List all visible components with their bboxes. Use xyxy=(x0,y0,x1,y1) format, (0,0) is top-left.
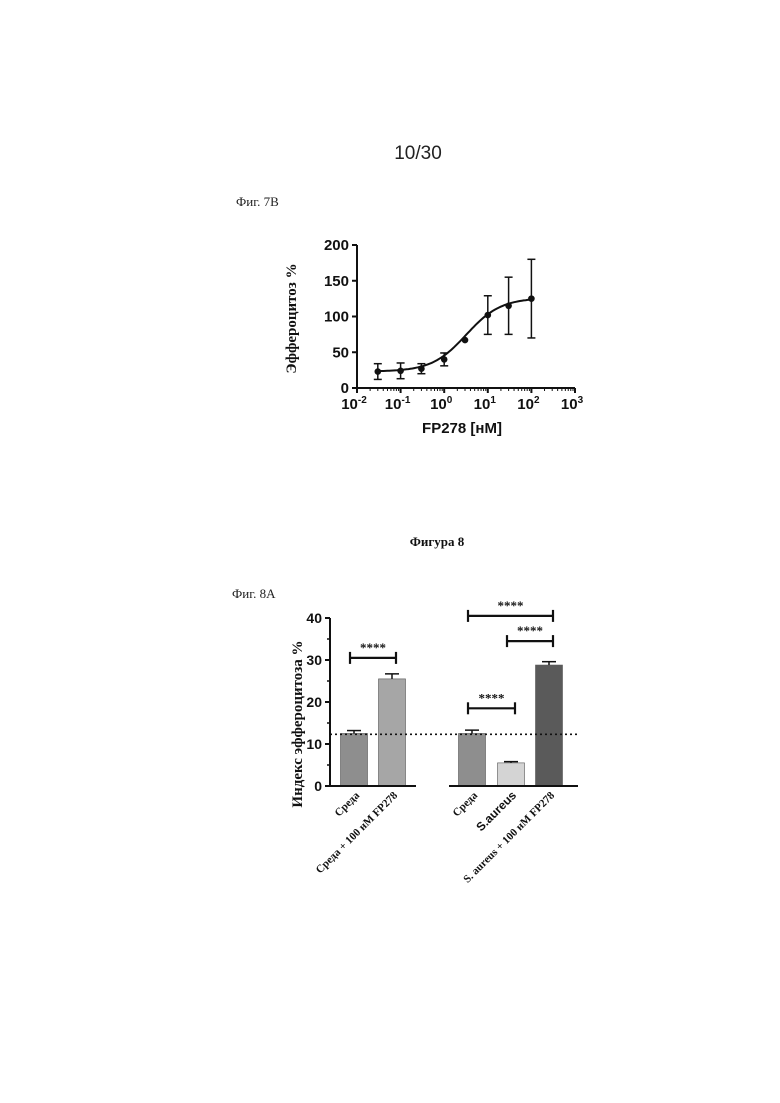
x-tick-label: 10-1 xyxy=(385,395,411,413)
significance-label: **** xyxy=(498,598,524,613)
y-axis-title: Индекс эффероцитоза % xyxy=(290,640,306,807)
significance-label: **** xyxy=(479,690,505,705)
x-category-label: S.aureus xyxy=(473,788,519,834)
y-axis-title: Эффероцитоз % xyxy=(284,263,300,373)
fig-8a-label: Фиг. 8А xyxy=(232,586,275,602)
data-point xyxy=(418,365,425,372)
y-tick-label: 0 xyxy=(314,778,322,794)
figure-8-title: Фигура 8 xyxy=(0,534,780,550)
data-point xyxy=(441,356,448,363)
x-category-label: Среда xyxy=(451,789,481,819)
bar xyxy=(459,734,486,787)
data-point xyxy=(485,312,492,319)
y-tick-label: 10 xyxy=(306,736,322,752)
x-tick-label: 102 xyxy=(517,395,540,413)
bar xyxy=(498,763,525,786)
x-tick-label: 10-2 xyxy=(341,395,367,413)
data-point xyxy=(528,295,535,302)
x-axis-title: FP278 [нМ] xyxy=(422,420,502,437)
data-point xyxy=(462,337,469,344)
data-point xyxy=(375,368,382,375)
page-number: 10/30 xyxy=(0,143,780,165)
x-category-label: S. aureus + 100 нМ FP278 xyxy=(461,789,557,885)
y-tick-label: 150 xyxy=(324,273,349,290)
x-category-label: Среда xyxy=(333,789,363,819)
y-tick-label: 0 xyxy=(341,380,349,397)
fig-7b-label: Фиг. 7В xyxy=(236,194,279,210)
bar xyxy=(341,734,368,787)
data-point xyxy=(397,368,404,375)
x-tick-label: 103 xyxy=(561,395,584,413)
x-tick-label: 100 xyxy=(430,395,453,413)
bar xyxy=(379,679,406,786)
x-category-label: Среда + 100 нМ FP278 xyxy=(314,789,401,876)
x-tick-label: 101 xyxy=(474,395,497,413)
fit-curve xyxy=(378,300,532,372)
y-tick-label: 50 xyxy=(332,344,349,361)
y-tick-label: 30 xyxy=(306,652,322,668)
data-point xyxy=(505,302,512,309)
y-tick-label: 100 xyxy=(324,309,349,326)
significance-label: **** xyxy=(360,640,386,655)
significance-label: **** xyxy=(517,623,543,638)
y-tick-label: 200 xyxy=(324,237,349,254)
y-tick-label: 40 xyxy=(306,610,322,626)
y-tick-label: 20 xyxy=(306,694,322,710)
bar xyxy=(536,665,563,786)
